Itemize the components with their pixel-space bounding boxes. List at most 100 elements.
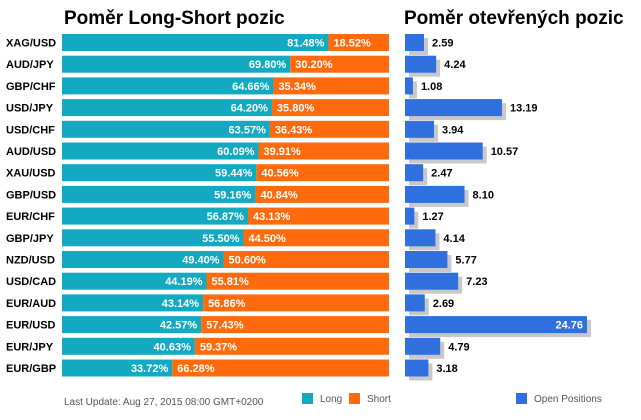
short-bar	[201, 316, 389, 334]
long-bar	[62, 294, 204, 312]
open-position-bar	[405, 185, 465, 203]
ls-pair-label: NZD/USD	[6, 255, 55, 267]
legend-long-swatch	[302, 393, 313, 404]
open-position-value-label: 2.59	[432, 38, 453, 50]
open-position-bar	[405, 77, 413, 95]
open-position-bar	[405, 164, 424, 182]
short-bar	[269, 120, 389, 138]
short-bar	[206, 272, 389, 290]
open-position-value-label: 2.69	[433, 298, 454, 310]
ls-row-gbp-usd: GBP/USD 59.16% 40.84%	[6, 185, 389, 203]
legend-long-label: Long	[320, 394, 342, 405]
long-bar	[62, 120, 270, 138]
open-position-value-label: 4.24	[444, 59, 466, 71]
open-position-value-label: 3.94	[442, 124, 464, 136]
op-row-nzd-usd: 5.77	[405, 251, 477, 272]
short-value-label: 59.37%	[200, 341, 238, 353]
short-bar	[203, 294, 389, 312]
legend-short-swatch	[349, 393, 360, 404]
ls-row-aud-usd: AUD/USD 60.09% 39.91%	[6, 142, 389, 160]
ls-pair-label: EUR/CHF	[6, 211, 55, 223]
op-row-eur-gbp: 3.18	[405, 359, 458, 381]
open-position-value-label: 8.10	[473, 189, 494, 201]
short-bar	[258, 142, 389, 160]
op-row-xag-usd: 2.59	[405, 34, 453, 55]
op-row-gbp-usd: 8.10	[405, 185, 494, 207]
ls-pair-label: USD/CHF	[6, 124, 55, 136]
ls-pair-label: GBP/JPY	[6, 233, 54, 245]
op-row-usd-cad: 7.23	[405, 272, 488, 294]
long-bar	[62, 229, 244, 247]
long-value-label: 33.72%	[131, 363, 169, 375]
open-position-bar	[405, 207, 415, 225]
legend-open-positions: Open Positions	[516, 393, 602, 405]
ls-pair-label: EUR/AUD	[6, 298, 56, 310]
open-position-bar	[405, 272, 459, 290]
short-bar	[255, 185, 389, 203]
open-position-bar	[405, 337, 441, 355]
short-bar	[243, 229, 389, 247]
short-value-label: 44.50%	[248, 233, 286, 245]
ls-pair-label: EUR/JPY	[6, 341, 54, 353]
open-position-bar	[405, 99, 502, 117]
open-position-bar	[405, 294, 425, 312]
short-bar	[172, 359, 389, 377]
op-row-usd-jpy: 13.19	[405, 99, 537, 121]
long-value-label: 69.80%	[249, 59, 287, 71]
open-positions-chart-title: Poměr otevřených pozic	[404, 8, 624, 29]
open-position-bar	[405, 359, 429, 377]
open-position-value-label: 1.27	[422, 211, 443, 223]
short-value-label: 40.84%	[260, 189, 298, 201]
open-position-bar	[405, 316, 587, 334]
short-value-label: 56.86%	[208, 298, 246, 310]
long-bar	[62, 34, 329, 51]
long-value-label: 40.63%	[154, 341, 192, 353]
short-bar	[256, 164, 389, 182]
ls-pair-label: AUD/USD	[6, 146, 56, 158]
short-value-label: 43.13%	[253, 211, 291, 223]
long-short-bars: XAG/USD 81.48% 18.52% AUD/JPY 69.80% 30.20% GB…	[6, 34, 389, 377]
long-value-label: 81.48%	[287, 38, 325, 50]
ls-pair-label: AUD/JPY	[6, 59, 54, 71]
open-position-bar	[405, 142, 483, 160]
open-position-bar	[405, 55, 437, 73]
open-position-bar-shadow	[409, 81, 417, 99]
long-bar	[62, 251, 224, 268]
long-value-label: 64.66%	[232, 81, 270, 93]
short-value-label: 18.52%	[333, 38, 371, 50]
short-bar	[271, 99, 389, 117]
long-value-label: 44.19%	[165, 276, 203, 288]
ls-row-eur-aud: EUR/AUD 43.14% 56.86%	[6, 294, 389, 312]
long-bar	[62, 142, 259, 160]
short-bar	[223, 251, 389, 268]
op-row-gbp-jpy: 4.14	[405, 229, 466, 251]
long-bar	[62, 359, 173, 377]
legend-short: Short	[349, 393, 391, 405]
long-value-label: 55.50%	[202, 233, 240, 245]
ls-pair-label: XAU/USD	[6, 168, 56, 180]
long-bar	[62, 207, 248, 225]
short-value-label: 30.20%	[295, 59, 333, 71]
ls-pair-label: EUR/USD	[6, 320, 56, 332]
open-position-value-label: 24.76	[555, 320, 583, 332]
ls-row-xag-usd: XAG/USD 81.48% 18.52%	[6, 34, 389, 51]
ls-row-xau-usd: XAU/USD 59.44% 40.56%	[6, 164, 389, 182]
short-bar	[247, 207, 389, 225]
long-value-label: 64.20%	[231, 103, 269, 115]
short-value-label: 35.80%	[277, 103, 315, 115]
short-value-label: 55.81%	[212, 276, 250, 288]
long-value-label: 42.57%	[160, 320, 198, 332]
long-value-label: 60.09%	[217, 146, 255, 158]
long-short-chart-title: Poměr Long-Short pozic	[64, 8, 285, 29]
long-bar	[62, 272, 207, 290]
short-value-label: 66.28%	[177, 363, 215, 375]
open-position-bar	[405, 34, 425, 51]
long-bar	[62, 55, 291, 73]
ls-pair-label: EUR/GBP	[6, 363, 56, 375]
short-bar	[328, 34, 389, 51]
op-row-eur-aud: 2.69	[405, 294, 454, 316]
op-row-eur-usd: 24.76	[405, 316, 591, 338]
open-position-value-label: 7.23	[466, 276, 487, 288]
open-position-bar	[405, 229, 436, 247]
